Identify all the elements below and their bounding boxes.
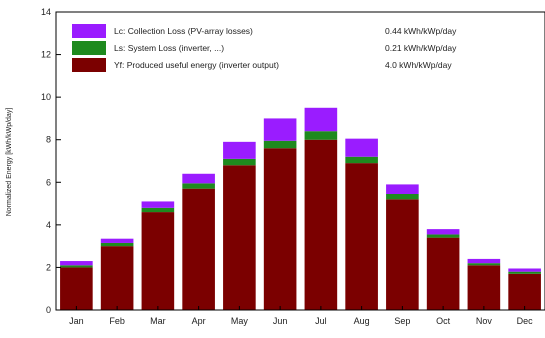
x-tick-label: Dec — [517, 316, 534, 326]
y-tick-label: 8 — [46, 135, 51, 145]
bar-feb-series-0 — [101, 246, 134, 310]
x-tick-label: Jan — [69, 316, 84, 326]
bar-aug-series-0 — [345, 163, 378, 310]
bar-jan-series-1 — [60, 265, 93, 267]
legend-label: Yf: Produced useful energy (inverter out… — [114, 60, 279, 70]
x-tick-label: Jul — [315, 316, 327, 326]
bar-feb-series-1 — [101, 243, 134, 246]
bar-mar-series-2 — [142, 201, 175, 207]
x-tick-label: Oct — [436, 316, 451, 326]
bar-jun-series-1 — [264, 141, 297, 148]
y-tick-label: 12 — [41, 50, 51, 60]
bar-dec-series-2 — [508, 268, 541, 271]
legend: Lc: Collection Loss (PV-array losses) 0.4… — [72, 24, 457, 72]
bar-nov-series-0 — [468, 265, 501, 310]
x-tick-label: Jun — [273, 316, 288, 326]
bar-dec-series-0 — [508, 274, 541, 310]
legend-swatch — [72, 41, 106, 55]
legend-label: Ls: System Loss (inverter, ...) — [114, 43, 224, 53]
bar-apr-series-2 — [182, 174, 215, 184]
x-tick-label: Aug — [354, 316, 370, 326]
bar-jun-series-2 — [264, 118, 297, 140]
bar-sep-series-1 — [386, 194, 419, 199]
x-tick-label: Mar — [150, 316, 166, 326]
y-tick-label: 6 — [46, 177, 51, 187]
y-tick-label: 14 — [41, 7, 51, 17]
bar-oct-series-0 — [427, 238, 460, 310]
y-tick-label: 10 — [41, 92, 51, 102]
bar-jan-series-0 — [60, 267, 93, 310]
bar-mar-series-0 — [142, 212, 175, 310]
bar-jul-series-2 — [305, 108, 338, 131]
bar-may-series-2 — [223, 142, 256, 159]
x-tick-label: Feb — [109, 316, 125, 326]
bar-may-series-1 — [223, 159, 256, 165]
bar-jul-series-0 — [305, 140, 338, 310]
bar-nov-series-2 — [468, 259, 501, 263]
y-tick-label: 4 — [46, 220, 51, 230]
x-tick-label: Sep — [394, 316, 410, 326]
legend-value: 0.21 kWh/kWp/day — [385, 43, 457, 53]
legend-label: Lc: Collection Loss (PV-array losses) — [114, 26, 253, 36]
bar-sep-series-0 — [386, 199, 419, 310]
legend-value: 4.0 kWh/kWp/day — [385, 60, 452, 70]
y-tick-label: 2 — [46, 262, 51, 272]
x-tick-label: May — [231, 316, 249, 326]
bars-layer — [60, 108, 541, 310]
bar-aug-series-2 — [345, 139, 378, 157]
bar-jun-series-0 — [264, 148, 297, 310]
bar-sep-series-2 — [386, 184, 419, 194]
bar-aug-series-1 — [345, 157, 378, 163]
bar-may-series-0 — [223, 165, 256, 310]
bar-nov-series-1 — [468, 263, 501, 265]
bar-feb-series-2 — [101, 239, 134, 243]
y-axis-label: Normalized Energy [kWh/kWp/day] — [6, 108, 13, 217]
bar-mar-series-1 — [142, 208, 175, 212]
bar-apr-series-0 — [182, 189, 215, 310]
y-tick-label: 0 — [46, 305, 51, 315]
legend-value: 0.44 kWh/kWp/day — [385, 26, 457, 36]
bar-oct-series-2 — [427, 229, 460, 234]
bar-apr-series-1 — [182, 183, 215, 188]
x-tick-label: Nov — [476, 316, 493, 326]
bar-dec-series-1 — [508, 272, 541, 274]
bar-oct-series-1 — [427, 234, 460, 237]
x-tick-label: Apr — [192, 316, 206, 326]
bar-jan-series-2 — [60, 261, 93, 265]
bar-jul-series-1 — [305, 131, 338, 140]
legend-swatch — [72, 24, 106, 38]
legend-swatch — [72, 58, 106, 72]
